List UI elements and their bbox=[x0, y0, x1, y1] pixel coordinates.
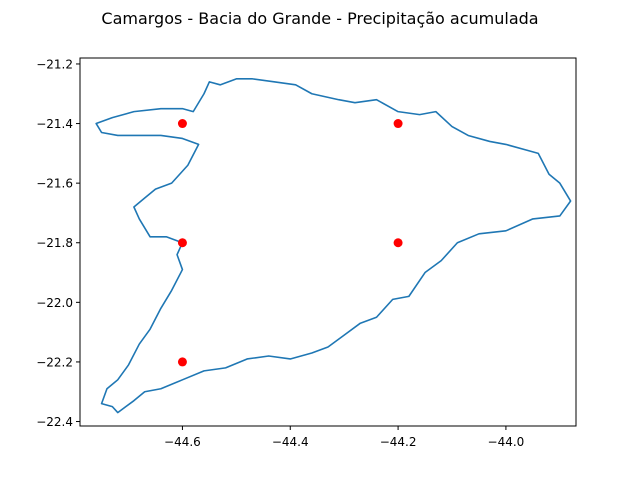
x-tick-label: −44.4 bbox=[272, 435, 309, 449]
x-axis: −44.6 −44.4 −44.2 −44.0 bbox=[164, 426, 524, 449]
x-tick-label: −44.6 bbox=[164, 435, 201, 449]
station-point bbox=[393, 119, 403, 129]
x-tick-label: −44.0 bbox=[488, 435, 525, 449]
station-point bbox=[177, 238, 187, 248]
y-tick-label: −22.0 bbox=[36, 296, 73, 310]
station-point bbox=[177, 119, 187, 129]
plot-frame bbox=[79, 57, 577, 427]
station-point bbox=[393, 238, 403, 248]
station-points-layer bbox=[177, 119, 403, 367]
y-tick-label: −21.8 bbox=[36, 236, 73, 250]
basin-boundary-layer bbox=[95, 78, 572, 414]
y-tick-label: −22.2 bbox=[36, 355, 73, 369]
y-tick-label: −21.6 bbox=[36, 177, 73, 191]
x-tick-label: −44.2 bbox=[380, 435, 417, 449]
basin-boundary-line bbox=[95, 78, 572, 414]
y-tick-label: −21.2 bbox=[36, 57, 73, 71]
y-tick-label: −22.4 bbox=[36, 415, 73, 429]
chart-title: Camargos - Bacia do Grande - Precipitaçã… bbox=[101, 9, 538, 28]
station-point bbox=[177, 357, 187, 367]
plot-area bbox=[80, 58, 576, 426]
y-tick-label: −21.4 bbox=[36, 117, 73, 131]
y-axis: −21.2 −21.4 −21.6 −21.8 −22.0 −22.2 −22.4 bbox=[36, 57, 80, 429]
